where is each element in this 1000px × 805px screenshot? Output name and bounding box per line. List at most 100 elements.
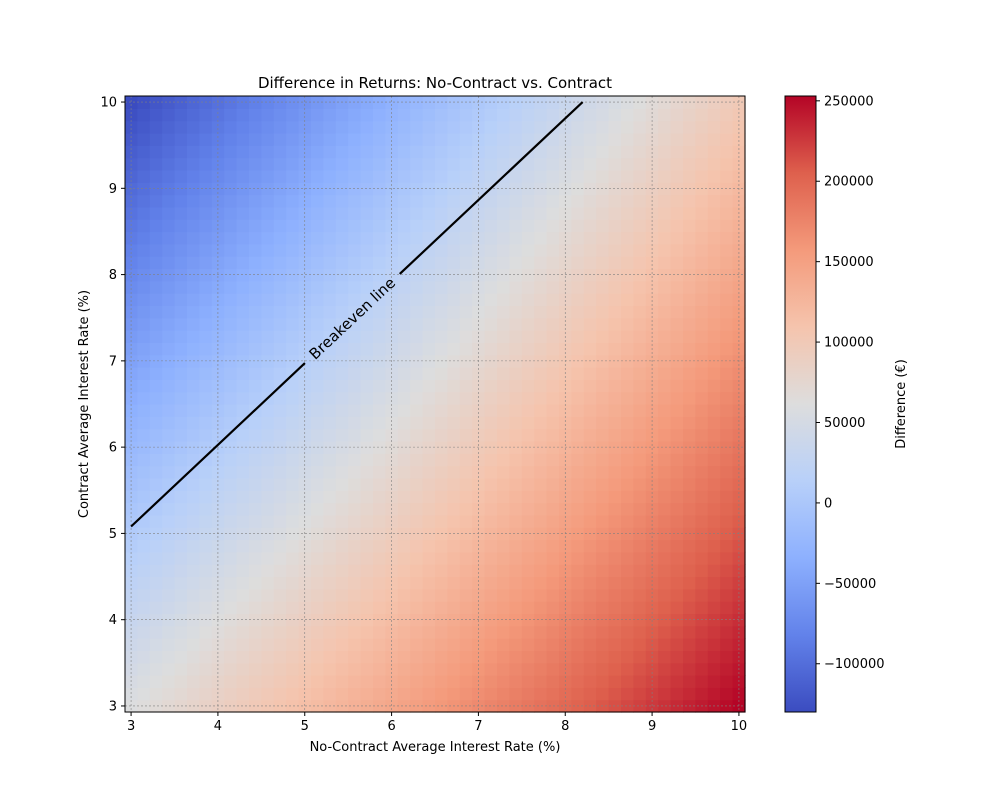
heatmap-cell <box>273 243 287 257</box>
heatmap-cell <box>707 638 721 651</box>
heatmap-cell <box>546 120 560 134</box>
heatmap-cell <box>199 601 213 615</box>
heatmap-cell <box>435 145 448 159</box>
heatmap-cell <box>707 625 721 639</box>
heatmap-cell <box>286 194 300 208</box>
heatmap-cell <box>509 662 523 676</box>
heatmap-cell <box>286 453 300 467</box>
heatmap-cell <box>236 465 250 479</box>
heatmap-cell <box>360 662 374 676</box>
heatmap-cell <box>162 404 176 417</box>
heatmap-cell <box>509 416 523 430</box>
heatmap-cell <box>348 551 362 565</box>
heatmap-cell <box>571 145 585 159</box>
heatmap-cell <box>397 219 411 233</box>
heatmap-cell <box>583 219 597 233</box>
heatmap-cell <box>546 391 560 405</box>
heatmap-cell <box>484 650 498 664</box>
heatmap-cell <box>298 514 312 528</box>
heatmap-cell <box>249 638 262 651</box>
heatmap-cell <box>385 145 399 159</box>
heatmap-cell <box>633 404 647 417</box>
heatmap-cell <box>422 404 436 417</box>
heatmap-cell <box>224 145 238 159</box>
heatmap-cell <box>397 96 411 109</box>
heatmap-cell <box>658 428 672 442</box>
heatmap-cell <box>497 601 510 615</box>
heatmap-cell <box>211 280 225 294</box>
heatmap-cell <box>546 108 560 122</box>
heatmap-cell <box>683 477 696 491</box>
heatmap-cell <box>311 687 324 701</box>
heatmap-cell <box>187 219 200 233</box>
heatmap-cell <box>484 428 498 442</box>
heatmap-cell <box>249 416 262 430</box>
heatmap-cell <box>422 120 436 134</box>
heatmap-cell <box>621 527 634 541</box>
heatmap-cell <box>249 650 262 664</box>
heatmap-cell <box>323 231 337 245</box>
x-tick-label: 6 <box>387 719 395 734</box>
heatmap-cell <box>695 477 709 491</box>
heatmap-cell <box>410 391 424 405</box>
heatmap-cell <box>199 219 213 233</box>
heatmap-cell <box>422 675 436 688</box>
heatmap-cell <box>608 194 622 208</box>
heatmap-cell <box>435 428 448 442</box>
heatmap-cell <box>583 662 597 676</box>
heatmap-cell <box>385 527 399 541</box>
heatmap-cell <box>249 96 262 109</box>
heatmap-cell <box>286 330 300 343</box>
heatmap-cell <box>137 601 151 615</box>
heatmap-cell <box>187 157 200 171</box>
heatmap-cell <box>249 367 262 380</box>
heatmap-cell <box>311 256 324 270</box>
heatmap-cell <box>273 231 287 245</box>
heatmap-cell <box>707 687 721 701</box>
heatmap-cell <box>658 219 672 233</box>
heatmap-cell <box>645 601 659 615</box>
heatmap-cell <box>373 243 386 257</box>
heatmap-cell <box>273 527 287 541</box>
heatmap-cell <box>348 293 362 307</box>
heatmap-cell <box>422 601 436 615</box>
heatmap-cell <box>323 280 337 294</box>
heatmap-cell <box>323 157 337 171</box>
heatmap-cell <box>125 293 138 307</box>
heatmap-cell <box>323 169 337 183</box>
heatmap-cell <box>534 317 548 331</box>
heatmap-cell <box>621 440 634 454</box>
heatmap-cell <box>497 293 510 307</box>
heatmap-cell <box>447 231 461 245</box>
heatmap-cell <box>125 551 138 565</box>
heatmap-cell <box>459 280 473 294</box>
heatmap-cell <box>435 231 448 245</box>
heatmap-cell <box>509 194 523 208</box>
heatmap-cell <box>571 477 585 491</box>
heatmap-cell <box>224 330 238 343</box>
heatmap-cell <box>162 416 176 430</box>
heatmap-cell <box>298 638 312 651</box>
heatmap-cell <box>373 650 386 664</box>
heatmap-cell <box>410 551 424 565</box>
heatmap-cell <box>732 416 746 430</box>
heatmap-cell <box>286 108 300 122</box>
heatmap-cell <box>596 564 610 578</box>
heatmap-cell <box>335 650 349 664</box>
heatmap-cell <box>596 305 610 319</box>
heatmap-cell <box>174 243 188 257</box>
heatmap-cell <box>546 428 560 442</box>
heatmap-cell <box>211 342 225 356</box>
heatmap-cell <box>249 465 262 479</box>
colorbar-tick-label: 200000 <box>824 175 874 190</box>
heatmap-cell <box>459 120 473 134</box>
heatmap-cell <box>608 404 622 417</box>
heatmap-cell <box>224 120 238 134</box>
heatmap-cell <box>695 428 709 442</box>
heatmap-cell <box>720 539 734 553</box>
heatmap-cell <box>422 428 436 442</box>
heatmap-cell <box>633 465 647 479</box>
heatmap-cell <box>273 477 287 491</box>
heatmap-cell <box>472 601 486 615</box>
